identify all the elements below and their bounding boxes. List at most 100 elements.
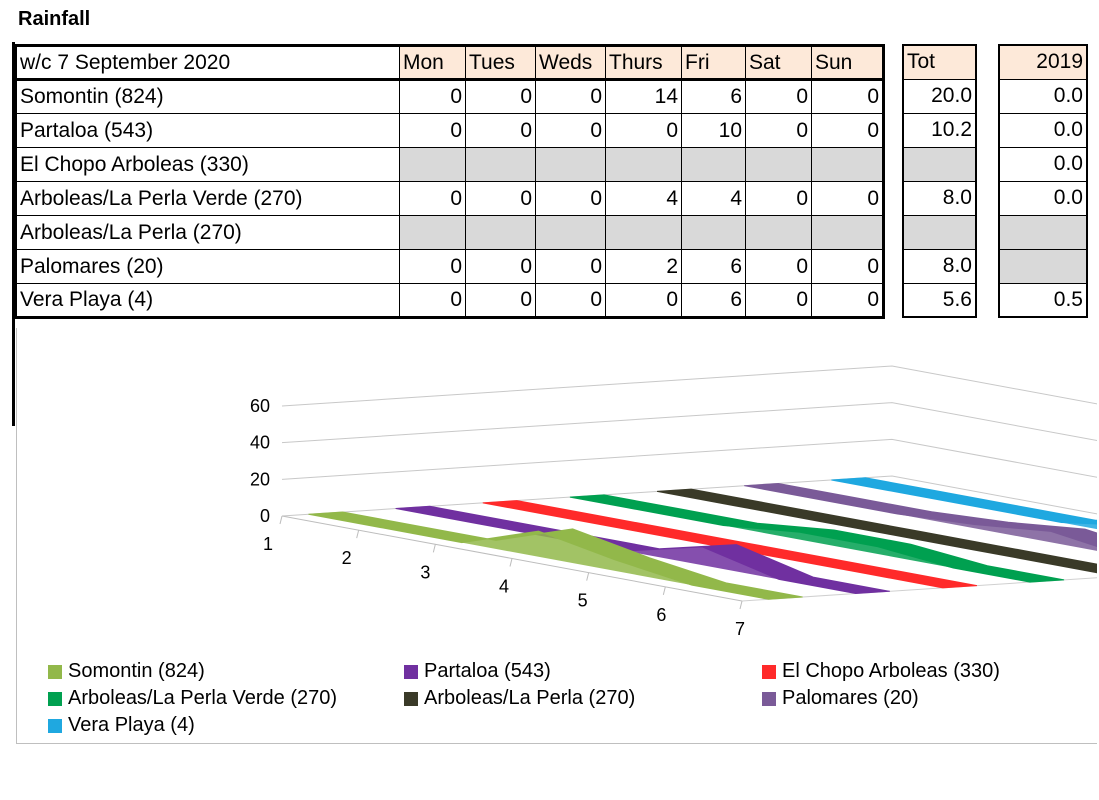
rain-value-cell: 10	[681, 113, 746, 148]
rain-value-cell	[399, 147, 466, 182]
table-row: El Chopo Arboleas (330)	[15, 147, 885, 182]
rain-value-cell: 6	[681, 283, 746, 318]
legend-swatch	[48, 691, 62, 706]
station-name-cell: Palomares (20)	[15, 249, 400, 284]
x-tick	[739, 600, 743, 610]
rain-value-cell	[811, 147, 885, 182]
legend-item: Arboleas/La Perla (270)	[404, 687, 635, 710]
year-2019-value-cell: 0.0	[998, 146, 1088, 182]
rain-value-cell: 14	[605, 79, 682, 114]
series-ribbon-3	[569, 494, 1065, 583]
gridline	[281, 402, 1097, 444]
rain-value-cell: 0	[465, 79, 536, 114]
tot-value-cell: 8.0	[902, 248, 977, 284]
x-tick-label: 5	[578, 591, 588, 611]
series-ribbon-4	[656, 488, 1097, 574]
year-2019-value-cell: 0.0	[998, 180, 1088, 216]
series-ribbon-2	[482, 500, 978, 589]
y-tick-label: 60	[250, 396, 270, 416]
x-tick	[432, 544, 436, 553]
rain-value-cell: 0	[535, 79, 606, 114]
rain-value-cell: 0	[811, 113, 885, 148]
rain-value-cell: 0	[535, 283, 606, 318]
day-header-fri: Fri	[681, 45, 746, 81]
legend-item: El Chopo Arboleas (330)	[762, 660, 1000, 683]
day-header-sun: Sun	[811, 45, 885, 81]
legend-item: Partaloa (543)	[404, 660, 551, 683]
day-header-sat: Sat	[745, 45, 812, 81]
rain-value-cell: 0	[745, 79, 812, 114]
station-name-cell: Partaloa (543)	[15, 113, 400, 148]
rain-value-cell: 4	[605, 181, 682, 216]
rain-value-cell	[535, 147, 606, 182]
rain-value-cell: 0	[465, 249, 536, 284]
rain-value-cell: 0	[811, 283, 885, 318]
legend-item: Arboleas/La Perla Verde (270)	[48, 687, 337, 710]
y-tick-label: 40	[250, 433, 270, 453]
rain-value-cell	[399, 215, 466, 250]
day-header-tues: Tues	[465, 45, 536, 81]
rain-value-cell	[681, 147, 746, 182]
rain-value-cell: 4	[681, 181, 746, 216]
year-2019-value-cell: 0.0	[998, 112, 1088, 148]
station-name-cell: El Chopo Arboleas (330)	[15, 147, 400, 182]
rain-value-cell: 0	[399, 113, 466, 148]
year-2019-value-cell: 0.5	[998, 282, 1088, 318]
x-tick-label: 3	[420, 562, 430, 582]
chart-area: 0 20 40 60 1 2 3 4 5 6 7	[16, 328, 1097, 744]
legend-swatch	[404, 664, 418, 679]
x-tick-label: 4	[499, 577, 509, 597]
legend-item: Somontin (824)	[48, 660, 205, 683]
table-row: Arboleas/La Perla (270)	[15, 215, 885, 250]
rain-value-cell: 0	[399, 249, 466, 284]
rain-value-cell: 6	[681, 79, 746, 114]
table-row: Palomares (20) 0 0 0 2 6 0 0	[15, 249, 885, 284]
x-tick	[586, 572, 590, 581]
rainfall-3d-area-chart: 0 20 40 60 1 2 3 4 5 6 7	[250, 365, 1097, 639]
legend-label: Arboleas/La Perla Verde (270)	[68, 687, 338, 709]
year-header: 2019	[998, 44, 1088, 80]
rain-value-cell	[605, 215, 682, 250]
tot-value-cell: 10.2	[902, 112, 977, 148]
day-header-thurs: Thurs	[605, 45, 682, 81]
tot-header: Tot	[902, 44, 977, 80]
rain-value-cell	[681, 215, 746, 250]
legend-label: Vera Playa (4)	[68, 714, 195, 736]
rain-value-cell: 0	[535, 181, 606, 216]
rain-value-cell: 0	[745, 113, 812, 148]
rain-value-cell: 0	[535, 113, 606, 148]
rain-value-cell: 0	[605, 113, 682, 148]
table-frame	[12, 42, 885, 426]
tot-value-cell: 20.0	[902, 78, 977, 114]
rain-value-cell: 6	[681, 249, 746, 284]
gridline	[281, 365, 1097, 407]
year-2019-value-cell	[998, 214, 1088, 250]
series-ribbon-6	[831, 477, 1097, 525]
x-tick	[509, 558, 513, 567]
legend-swatch	[404, 691, 418, 706]
x-tick	[662, 586, 666, 595]
legend-label: Palomares (20)	[782, 687, 919, 709]
rain-value-cell: 0	[535, 249, 606, 284]
station-name-cell: Somontin (824)	[15, 79, 400, 114]
y-tick-label: 20	[250, 469, 270, 489]
page-title: Rainfall	[18, 8, 91, 30]
rain-value-cell	[465, 147, 536, 182]
total-table: Tot 20.0 10.2 8.0 8.0 5.6	[902, 44, 977, 318]
x-tick-label: 7	[735, 619, 745, 639]
x-tick-label: 2	[342, 548, 352, 568]
rain-value-cell	[745, 215, 812, 250]
rain-value-cell: 0	[399, 283, 466, 318]
tot-value-cell	[902, 214, 977, 250]
rain-value-cell	[811, 215, 885, 250]
table-row: Vera Playa (4) 0 0 0 0 6 0 0	[15, 283, 885, 318]
legend-label: El Chopo Arboleas (330)	[782, 660, 1000, 682]
station-name-cell: Arboleas/La Perla (270)	[15, 215, 400, 250]
legend-swatch	[762, 691, 776, 706]
series-area-0	[308, 514, 769, 600]
series-ribbon-0	[308, 511, 803, 600]
legend-item: Palomares (20)	[762, 687, 919, 710]
legend-swatch	[48, 664, 62, 679]
tot-value-cell	[902, 146, 977, 182]
rain-value-cell: 0	[745, 283, 812, 318]
